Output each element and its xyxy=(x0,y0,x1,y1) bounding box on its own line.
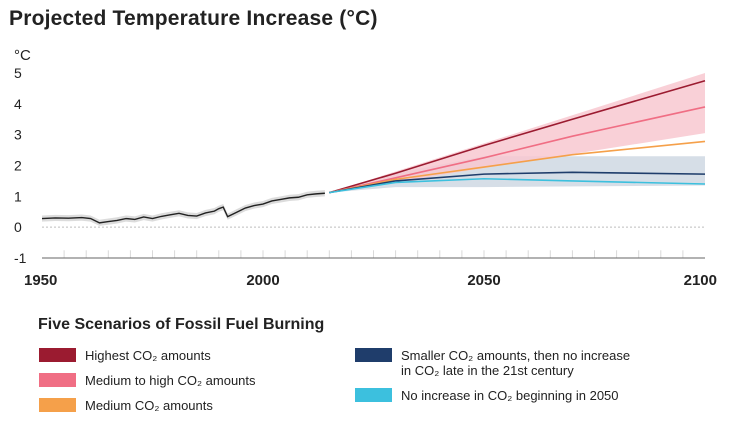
series-line xyxy=(329,140,706,194)
legend-item-no-increase: No increase in CO₂ beginning in 2050 xyxy=(355,388,619,403)
axes: -1 0 1 2 3 4 5 1950 2000 2050 2100 xyxy=(14,65,717,289)
y-tick-label: 2 xyxy=(14,158,22,174)
series-line xyxy=(329,171,706,194)
y-tick-label: -1 xyxy=(14,250,27,266)
series-line xyxy=(329,79,706,194)
legend-label-highest: Highest CO₂ amounts xyxy=(85,348,211,363)
x-tick-label: 2050 xyxy=(467,272,500,289)
legend-label-medium-high: Medium to high CO₂ amounts xyxy=(85,373,256,388)
historical-uncertainty-band xyxy=(42,190,325,226)
series-lines xyxy=(41,79,706,224)
legend-item-medium-high: Medium to high CO₂ amounts xyxy=(39,373,256,388)
y-tick-label: 3 xyxy=(14,127,22,143)
legend-label-smaller: Smaller CO₂ amounts, then no increase in… xyxy=(401,348,631,378)
legend-swatch-no-increase xyxy=(355,388,392,402)
legend-item-smaller: Smaller CO₂ amounts, then no increase in… xyxy=(355,348,630,378)
projection-band xyxy=(329,156,705,193)
y-tick-label: 1 xyxy=(14,188,22,204)
y-tick-label: 0 xyxy=(14,219,22,235)
series-line xyxy=(329,177,706,194)
legend-swatch-medium xyxy=(39,398,76,412)
historical-line xyxy=(41,192,325,224)
y-axis-unit-label: °C xyxy=(14,47,31,64)
legend-label-medium: Medium CO₂ amounts xyxy=(85,398,213,413)
chart-title: Projected Temperature Increase (°C) xyxy=(9,7,378,30)
series-line xyxy=(329,106,706,194)
legend-label-no-increase: No increase in CO₂ beginning in 2050 xyxy=(401,388,619,403)
x-tick-label: 2100 xyxy=(684,272,717,289)
projection-band xyxy=(329,73,705,193)
y-tick-label: 5 xyxy=(14,65,22,81)
x-tick-label: 1950 xyxy=(24,272,57,289)
grid-lines xyxy=(42,226,705,258)
legend-title: Five Scenarios of Fossil Fuel Burning xyxy=(38,316,325,333)
legend-swatch-medium-high xyxy=(39,373,76,387)
uncertainty-bands xyxy=(42,73,705,226)
legend-item-medium: Medium CO₂ amounts xyxy=(39,398,213,413)
x-tick-label: 2000 xyxy=(246,272,279,289)
temperature-chart: -1 0 1 2 3 4 5 1950 2000 2050 2100 °C xyxy=(14,47,717,289)
legend-swatch-highest xyxy=(39,348,76,362)
legend-item-highest: Highest CO₂ amounts xyxy=(39,348,211,363)
y-tick-label: 4 xyxy=(14,96,22,112)
legend-swatch-smaller xyxy=(355,348,392,362)
